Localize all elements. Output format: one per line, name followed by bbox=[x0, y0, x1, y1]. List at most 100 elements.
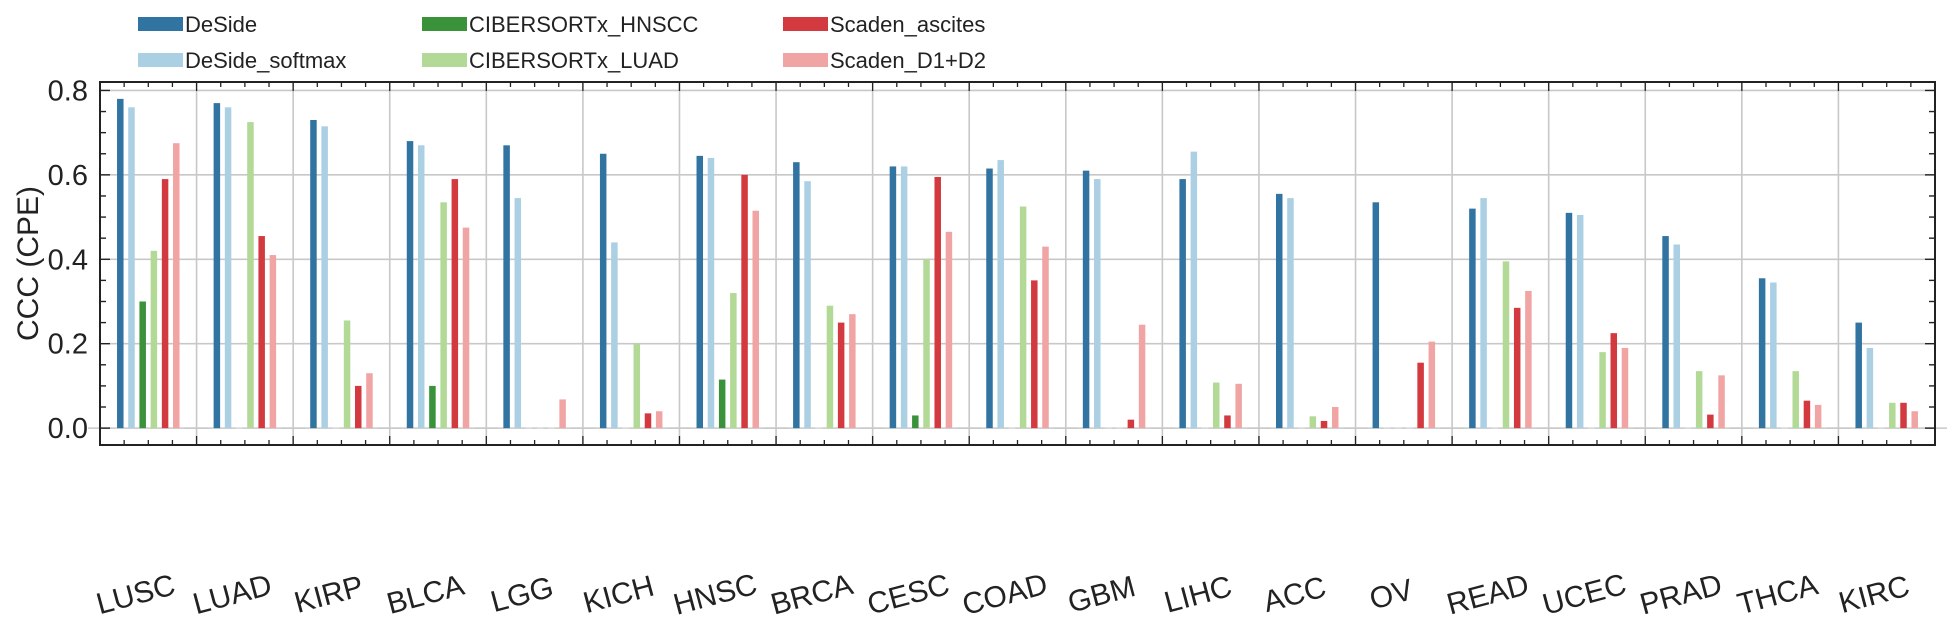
x-tick-label: OV bbox=[1366, 573, 1416, 616]
bar-luad-cibersortx-luad bbox=[247, 122, 254, 429]
bar-lusc-cibersortx-luad bbox=[150, 250, 158, 429]
bar-gbm-deside-softmax bbox=[1094, 179, 1101, 429]
bar-thca-scaden-d1-d2 bbox=[1814, 404, 1822, 429]
bar-acc-scaden-d1-d2 bbox=[1331, 407, 1339, 429]
bar-prad-scaden-d1-d2 bbox=[1718, 375, 1725, 429]
bar-gbm-scaden-ascites bbox=[1127, 419, 1135, 429]
bar-read-deside-softmax bbox=[1480, 198, 1487, 429]
bar-prad-cibersortx-luad bbox=[1695, 371, 1703, 429]
bar-blca-deside bbox=[406, 141, 414, 429]
bar-ucec-cibersortx-luad bbox=[1599, 352, 1606, 429]
x-tick-label: BRCA bbox=[767, 568, 856, 621]
legend-label: CIBERSORTx_LUAD bbox=[469, 48, 679, 73]
bar-kich-scaden-ascites bbox=[644, 413, 652, 429]
legend-label: Scaden_ascites bbox=[830, 12, 985, 37]
legend-label: Scaden_D1+D2 bbox=[830, 48, 986, 73]
bar-ov-scaden-d1-d2 bbox=[1428, 341, 1436, 429]
bar-coad-deside-softmax bbox=[997, 160, 1004, 429]
bar-lgg-deside bbox=[503, 145, 510, 429]
x-tick-label: CESC bbox=[864, 568, 953, 621]
y-axis-label: CCC (CPE) bbox=[12, 186, 45, 341]
bar-gbm-scaden-d1-d2 bbox=[1138, 324, 1146, 429]
legend-swatch bbox=[422, 53, 467, 67]
bar-kirc-scaden-ascites bbox=[1900, 402, 1907, 429]
bar-kirp-cibersortx-luad bbox=[343, 320, 351, 429]
bar-prad-deside-softmax bbox=[1673, 244, 1681, 429]
bar-thca-deside-softmax bbox=[1770, 282, 1777, 429]
y-tick-labels: 0.0 0.2 0.4 0.6 0.8 bbox=[48, 75, 88, 445]
bar-lusc-cibersortx-hnscc bbox=[139, 301, 146, 429]
legend-swatch bbox=[138, 17, 183, 31]
bar-read-scaden-ascites bbox=[1513, 307, 1521, 429]
bar-blca-cibersortx-hnscc bbox=[429, 385, 436, 429]
bar-thca-cibersortx-luad bbox=[1792, 371, 1799, 429]
bar-cesc-scaden-ascites bbox=[934, 176, 941, 429]
bar-brca-cibersortx-luad bbox=[826, 305, 834, 429]
plot-frame bbox=[99, 81, 1936, 446]
bar-ov-scaden-ascites bbox=[1417, 362, 1424, 429]
bar-coad-scaden-d1-d2 bbox=[1042, 246, 1049, 429]
legend-label: DeSide bbox=[185, 12, 257, 37]
x-tick-label: GBM bbox=[1064, 570, 1139, 620]
legend-swatch bbox=[138, 53, 183, 67]
x-tick-label: COAD bbox=[959, 568, 1051, 622]
bar-acc-scaden-ascites bbox=[1320, 420, 1328, 429]
bar-kich-deside-softmax bbox=[611, 242, 618, 429]
bar-acc-deside bbox=[1275, 193, 1283, 429]
ticks bbox=[99, 82, 1936, 445]
bar-hnsc-scaden-d1-d2 bbox=[752, 210, 760, 429]
bar-lihc-scaden-ascites bbox=[1224, 415, 1231, 429]
x-tick-label: LGG bbox=[487, 571, 557, 619]
bar-lgg-scaden-d1-d2 bbox=[559, 399, 566, 429]
bars bbox=[117, 98, 1918, 429]
bar-lihc-deside bbox=[1179, 179, 1186, 429]
bar-hnsc-deside-softmax bbox=[707, 157, 715, 429]
bar-kich-cibersortx-luad bbox=[633, 343, 641, 429]
bar-kirp-scaden-d1-d2 bbox=[366, 373, 373, 429]
bar-coad-cibersortx-luad bbox=[1019, 206, 1027, 429]
bar-ucec-deside bbox=[1565, 212, 1573, 429]
bar-blca-scaden-ascites bbox=[451, 179, 459, 429]
bar-ucec-scaden-d1-d2 bbox=[1621, 347, 1629, 429]
legend-swatch bbox=[783, 53, 828, 67]
bar-hnsc-cibersortx-hnscc bbox=[718, 379, 726, 429]
legend-swatch bbox=[783, 17, 828, 31]
bar-prad-deside bbox=[1662, 236, 1669, 429]
bar-blca-cibersortx-luad bbox=[440, 202, 447, 429]
bar-ov-deside bbox=[1372, 202, 1380, 429]
bar-read-scaden-d1-d2 bbox=[1525, 290, 1532, 429]
bar-ucec-scaden-ascites bbox=[1610, 333, 1618, 429]
bar-kirc-deside-softmax bbox=[1866, 347, 1874, 429]
legend-swatch bbox=[422, 17, 467, 31]
bar-read-cibersortx-luad bbox=[1502, 261, 1510, 429]
y-tick-label: 0.6 bbox=[48, 160, 88, 192]
x-tick-label: ACC bbox=[1260, 571, 1330, 619]
bar-lusc-deside bbox=[117, 98, 124, 429]
legend-label: DeSide_softmax bbox=[185, 48, 346, 73]
y-tick-label: 0.0 bbox=[48, 413, 88, 445]
bar-luad-scaden-d1-d2 bbox=[269, 255, 277, 429]
y-tick-label: 0.4 bbox=[48, 244, 88, 276]
bar-kirp-scaden-ascites bbox=[354, 385, 362, 429]
bar-cesc-deside bbox=[889, 166, 897, 429]
bar-cesc-deside-softmax bbox=[900, 166, 908, 429]
x-tick-label: KIRP bbox=[291, 570, 367, 620]
bar-lihc-cibersortx-luad bbox=[1213, 382, 1220, 429]
bar-hnsc-cibersortx-luad bbox=[730, 293, 737, 429]
bar-coad-scaden-ascites bbox=[1031, 280, 1038, 429]
x-tick-label: KICH bbox=[580, 570, 658, 620]
bar-cesc-cibersortx-luad bbox=[923, 259, 930, 429]
bar-kich-scaden-d1-d2 bbox=[655, 411, 663, 429]
x-tick-label: PRAD bbox=[1637, 568, 1726, 621]
bar-kirc-cibersortx-luad bbox=[1889, 402, 1896, 429]
bar-kirp-deside-softmax bbox=[321, 126, 328, 429]
x-tick-label: LUSC bbox=[93, 569, 179, 622]
x-tick-label: KIRC bbox=[1835, 570, 1913, 620]
x-tick-label: THCA bbox=[1734, 568, 1821, 621]
x-tick-label: UCEC bbox=[1539, 568, 1630, 622]
bar-gbm-deside bbox=[1082, 170, 1090, 429]
grid bbox=[88, 82, 1947, 445]
bar-prad-scaden-ascites bbox=[1707, 414, 1714, 429]
bar-hnsc-scaden-ascites bbox=[741, 174, 748, 429]
bar-hnsc-deside bbox=[696, 155, 704, 429]
